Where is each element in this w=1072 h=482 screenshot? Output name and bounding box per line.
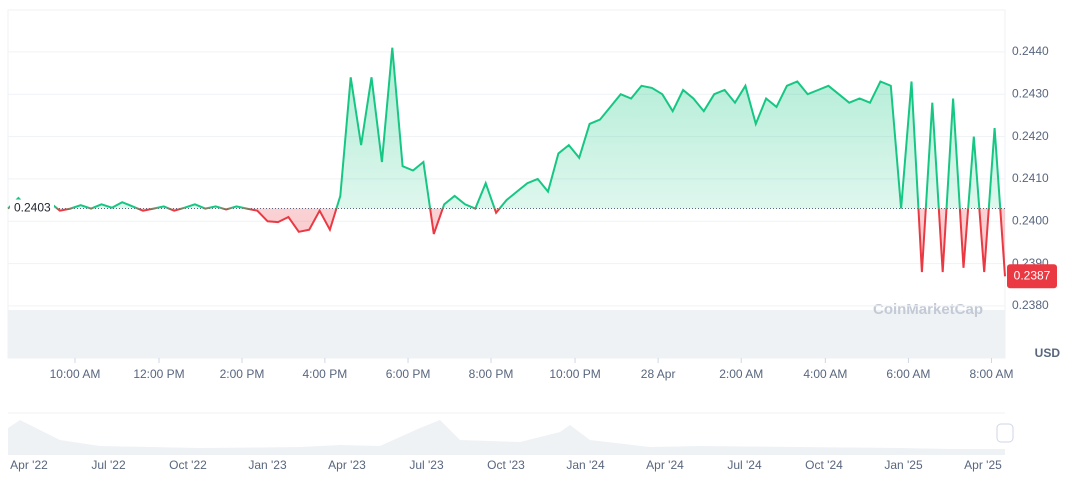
navigator-label: Oct '22 xyxy=(169,458,207,472)
baseline-label: 0.2403 xyxy=(14,201,51,215)
navigator-label: Jul '22 xyxy=(91,458,126,472)
navigator-label: Apr '25 xyxy=(964,458,1002,472)
y-tick-label: 0.2430 xyxy=(1012,86,1049,100)
volume-area xyxy=(8,310,1005,358)
navigator-area xyxy=(8,420,1005,455)
navigator-label: Apr '23 xyxy=(328,458,366,472)
price-line-down xyxy=(7,208,1006,277)
x-tick-label: 12:00 PM xyxy=(133,367,184,381)
watermark: CoinMarketCap xyxy=(873,301,983,318)
x-tick-label: 6:00 AM xyxy=(886,367,930,381)
x-tick-label: 10:00 PM xyxy=(549,367,600,381)
plot-border xyxy=(7,9,1006,359)
y-tick-label: 0.2380 xyxy=(1012,298,1049,312)
price-line-up xyxy=(7,47,1002,209)
x-tick-label: 2:00 PM xyxy=(220,367,265,381)
x-tick-label: 2:00 AM xyxy=(719,367,763,381)
x-tick-label: 4:00 AM xyxy=(803,367,847,381)
y-tick-label: 0.2440 xyxy=(1012,44,1049,58)
navigator-handle[interactable] xyxy=(996,423,1014,443)
navigator-label: Apr '24 xyxy=(646,458,684,472)
navigator-label: Jan '24 xyxy=(566,458,605,472)
area-up xyxy=(8,47,1001,209)
baseline-label-bg xyxy=(10,199,54,218)
x-tick-label: 10:00 AM xyxy=(50,367,101,381)
x-tick-label: 8:00 AM xyxy=(969,367,1013,381)
navigator-label: Jan '23 xyxy=(248,458,287,472)
navigator-label: Oct '24 xyxy=(805,458,843,472)
x-tick-label: 28 Apr xyxy=(641,367,676,381)
y-tick-label: 0.2400 xyxy=(1012,213,1049,227)
navigator-label: Jul '24 xyxy=(727,458,762,472)
x-tick-label: 6:00 PM xyxy=(386,367,431,381)
x-tick-label: 8:00 PM xyxy=(469,367,514,381)
last-price-label: 0.2387 xyxy=(1014,268,1051,282)
navigator-label: Apr '22 xyxy=(10,458,48,472)
navigator-label: Oct '23 xyxy=(487,458,525,472)
last-price-tag xyxy=(1007,264,1057,289)
y-tick-label: 0.2410 xyxy=(1012,171,1049,185)
x-tick-label: 4:00 PM xyxy=(303,367,348,381)
currency-label: USD xyxy=(1035,346,1061,360)
y-tick-label: 0.2420 xyxy=(1012,129,1049,143)
navigator-label: Jul '23 xyxy=(409,458,444,472)
navigator-label: Jan '25 xyxy=(884,458,923,472)
